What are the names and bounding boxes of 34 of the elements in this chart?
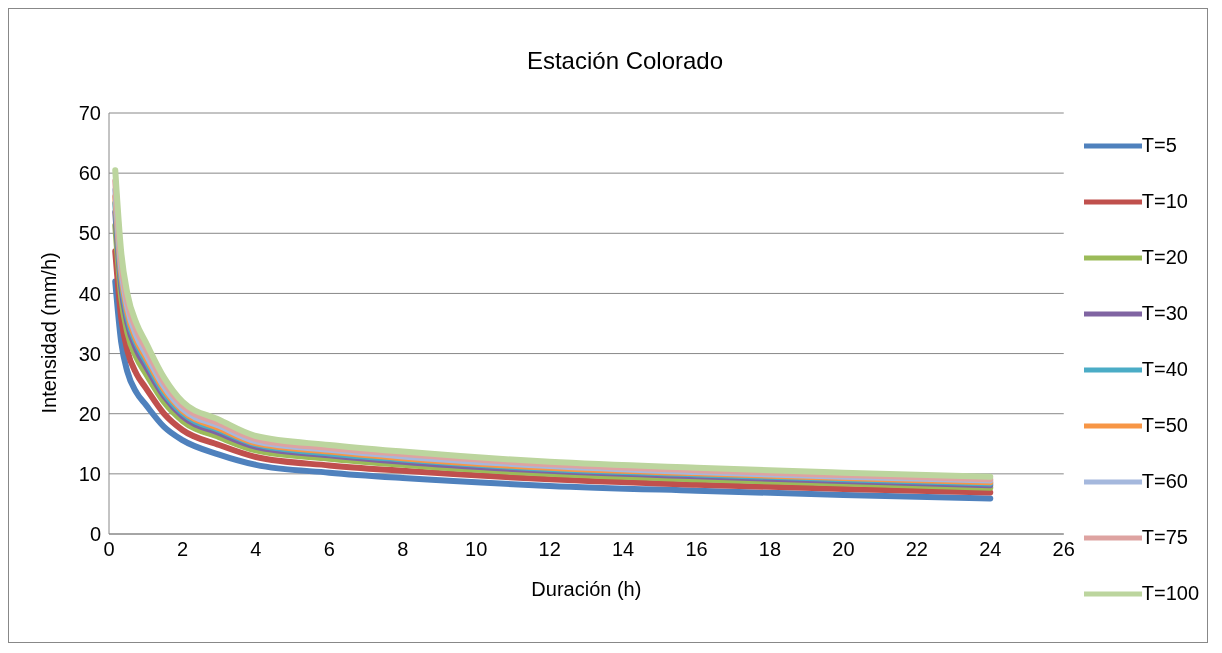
x-tick-label: 16 <box>685 538 708 561</box>
legend-label: T=60 <box>1141 470 1188 493</box>
x-tick-label: 10 <box>465 538 488 561</box>
x-tick-label: 6 <box>323 538 335 561</box>
y-tick-label: 20 <box>78 402 101 425</box>
x-tick-label: 0 <box>103 538 115 561</box>
x-tick-label: 18 <box>758 538 782 561</box>
y-tick-label: 70 <box>78 102 101 125</box>
y-tick-label: 50 <box>78 222 101 245</box>
x-tick-label: 14 <box>611 538 635 561</box>
y-axis-title: Intensidad (mm/h) <box>38 252 61 414</box>
y-tick-label: 40 <box>78 282 101 305</box>
legend-label: T=10 <box>1141 190 1188 213</box>
legend-label: T=50 <box>1141 414 1188 437</box>
x-tick-label: 24 <box>979 538 1002 561</box>
legend-label: T=40 <box>1141 358 1188 381</box>
legend-label: T=75 <box>1141 526 1188 549</box>
y-tick-label: 60 <box>78 162 101 185</box>
x-tick-label: 4 <box>250 538 262 561</box>
chart-title: Estación Colorado <box>525 47 725 75</box>
x-tick-label: 8 <box>397 538 409 561</box>
x-tick-label: 26 <box>1052 538 1075 561</box>
x-tick-label: 22 <box>905 538 928 561</box>
legend-label: T=30 <box>1141 302 1188 325</box>
legend-label: T=20 <box>1141 246 1188 269</box>
legend-label: T=100 <box>1141 582 1199 605</box>
legend-label: T=5 <box>1141 134 1177 157</box>
y-tick-label: 10 <box>78 462 101 485</box>
y-tick-label: 30 <box>78 342 101 365</box>
x-tick-label: 2 <box>176 538 188 561</box>
y-tick-label: 0 <box>89 523 101 546</box>
x-axis-title: Duración (h) <box>531 578 642 600</box>
x-tick-label: 12 <box>538 538 561 561</box>
x-tick-label: 20 <box>832 538 855 561</box>
